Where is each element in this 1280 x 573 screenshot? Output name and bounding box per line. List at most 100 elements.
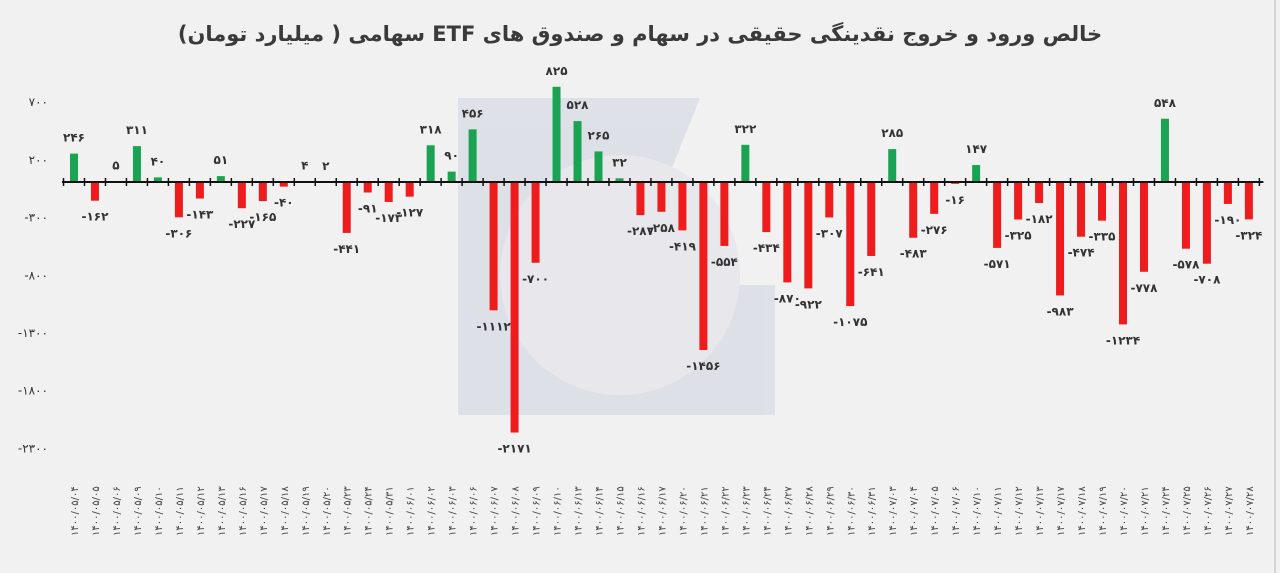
bar — [1077, 182, 1086, 237]
x-tick-label: ۱۴۰۰/۰۶/۰۳ — [448, 486, 459, 536]
data-label: -۷۰۰ — [522, 272, 549, 286]
data-label: -۱۲۳۴ — [1106, 333, 1140, 347]
bar — [405, 182, 414, 197]
bar — [636, 182, 645, 216]
bar — [720, 182, 729, 246]
window-border — [1274, 0, 1276, 573]
data-label: -۲۸۷ — [627, 224, 655, 238]
bar — [342, 182, 351, 233]
data-label: ۱۴۷ — [965, 142, 988, 156]
bar — [1014, 182, 1023, 220]
data-label: -۱۴۵۶ — [686, 359, 720, 373]
data-label: -۱۱۱۲ — [476, 319, 511, 333]
data-label: ۲۶۵ — [588, 128, 610, 142]
data-label: -۳۲۵ — [1005, 229, 1032, 243]
x-tick-label: ۱۴۰۰/۰۶/۲۹ — [825, 486, 836, 536]
data-label: -۸۷۰ — [774, 291, 801, 305]
bar — [1202, 182, 1211, 264]
x-tick-label: ۱۴۰۰/۰۵/۰۵ — [91, 486, 102, 536]
x-tick-label: ۱۴۰۰/۰۷/۱۷ — [1056, 486, 1067, 536]
bar — [153, 177, 162, 182]
chart-title: خالص ورود و خروج نقدینگی حقیقی در سهام و… — [177, 22, 1103, 46]
bar — [1160, 118, 1169, 182]
bar — [447, 171, 456, 182]
data-label: -۱۷۳ — [375, 211, 403, 225]
data-label: -۳۳۵ — [1089, 230, 1116, 244]
bar — [1139, 182, 1148, 272]
data-label: -۲۱۷۱ — [497, 442, 531, 456]
bar — [594, 151, 603, 182]
data-label: -۱۰۷۵ — [833, 315, 867, 329]
x-tick-label: ۱۴۰۰/۰۵/۱۸ — [280, 486, 291, 536]
x-tick-label: ۱۴۰۰/۰۵/۰۶ — [112, 486, 123, 536]
bar — [1119, 182, 1127, 325]
data-label: ۲ — [322, 159, 330, 173]
data-label: -۴۸۳ — [900, 247, 928, 261]
data-label: -۴۷۴ — [1068, 246, 1095, 260]
bar — [741, 144, 750, 182]
x-tick-label: ۱۴۰۰/۰۶/۰۱ — [406, 486, 417, 536]
data-label: ۲۴۶ — [63, 131, 85, 145]
data-label: -۵۷۱ — [984, 257, 1011, 271]
bar — [258, 182, 267, 202]
bar — [1181, 182, 1190, 249]
x-tick-label: ۱۴۰۰/۰۵/۱۶ — [238, 486, 249, 536]
data-label: -۳۲۴ — [1235, 228, 1262, 242]
data-label: ۴۰ — [151, 154, 166, 168]
bar — [888, 149, 897, 182]
data-label: -۵۵۴ — [711, 255, 738, 269]
bar — [657, 182, 666, 212]
x-tick-label: ۱۴۰۰/۰۶/۰۶ — [469, 486, 480, 536]
bar — [573, 121, 582, 182]
data-label: -۷۰۸ — [1193, 273, 1221, 287]
data-label: -۷۷۸ — [1131, 281, 1159, 295]
x-tick-label: ۱۴۰۰/۰۷/۱۹ — [1098, 486, 1109, 536]
x-tick-label: ۱۴۰۰/۰۶/۱۳ — [574, 486, 585, 536]
x-tick-label: ۱۴۰۰/۰۶/۲۱ — [699, 486, 710, 536]
data-label: -۱۹۰ — [1214, 213, 1241, 227]
x-tick-label: ۱۴۰۰/۰۷/۲۰ — [1119, 486, 1130, 536]
bar — [762, 182, 771, 233]
y-tick-label: -۱۸۰۰ — [18, 384, 48, 398]
data-label: ۵ — [112, 158, 119, 172]
bar — [993, 182, 1002, 248]
data-label: -۴۰ — [274, 196, 294, 210]
bar — [132, 146, 141, 182]
x-tick-label: ۱۴۰۰/۰۶/۱۵ — [615, 486, 626, 536]
data-label: ۵۱ — [214, 153, 229, 167]
data-label: ۵۴۸ — [1154, 96, 1177, 110]
x-tick-label: ۱۴۰۰/۰۷/۱۰ — [972, 486, 983, 536]
data-label: -۲۷۶ — [921, 223, 948, 237]
bar — [468, 129, 477, 182]
bar — [615, 178, 624, 182]
bar — [678, 182, 687, 231]
data-label: ۹۰ — [444, 149, 459, 163]
x-tick-label: ۱۴۰۰/۰۵/۲۰ — [322, 486, 333, 536]
data-label: -۴۴۱ — [333, 242, 360, 256]
x-tick-label: ۱۴۰۰/۰۶/۰۲ — [427, 486, 438, 536]
data-label: ۳۲ — [612, 155, 627, 169]
x-tick-label: ۱۴۰۰/۰۶/۲۸ — [804, 486, 815, 536]
bar — [426, 145, 435, 182]
y-tick-label: -۲۳۰۰ — [18, 441, 48, 455]
x-tick-label: ۱۴۰۰/۰۶/۱۴ — [595, 486, 606, 536]
data-label: -۱۸۲ — [1026, 212, 1054, 226]
x-tick-label: ۱۴۰۰/۰۶/۲۴ — [762, 486, 773, 536]
bar — [70, 153, 78, 182]
bar — [510, 182, 519, 433]
x-tick-label: ۱۴۰۰/۰۶/۳۰ — [846, 486, 857, 536]
x-tick-label: ۱۴۰۰/۰۷/۲۵ — [1182, 486, 1193, 536]
x-tick-label: ۱۴۰۰/۰۷/۱۲ — [1014, 486, 1025, 536]
bar — [825, 182, 834, 218]
data-label: -۳۰۶ — [165, 226, 192, 240]
y-tick-label: -۱۳۰۰ — [18, 326, 48, 340]
data-label: -۲۵۸ — [648, 221, 676, 235]
bar — [90, 182, 99, 201]
bar — [804, 182, 813, 289]
y-tick-label: ۷۰۰ — [29, 95, 48, 109]
x-tick-label: ۱۴۰۰/۰۶/۲۲ — [720, 486, 731, 536]
x-tick-label: ۱۴۰۰/۰۵/۲۴ — [364, 486, 375, 536]
x-tick-label: ۱۴۰۰/۰۷/۲۷ — [1224, 486, 1235, 536]
data-label: ۴ — [301, 159, 308, 173]
